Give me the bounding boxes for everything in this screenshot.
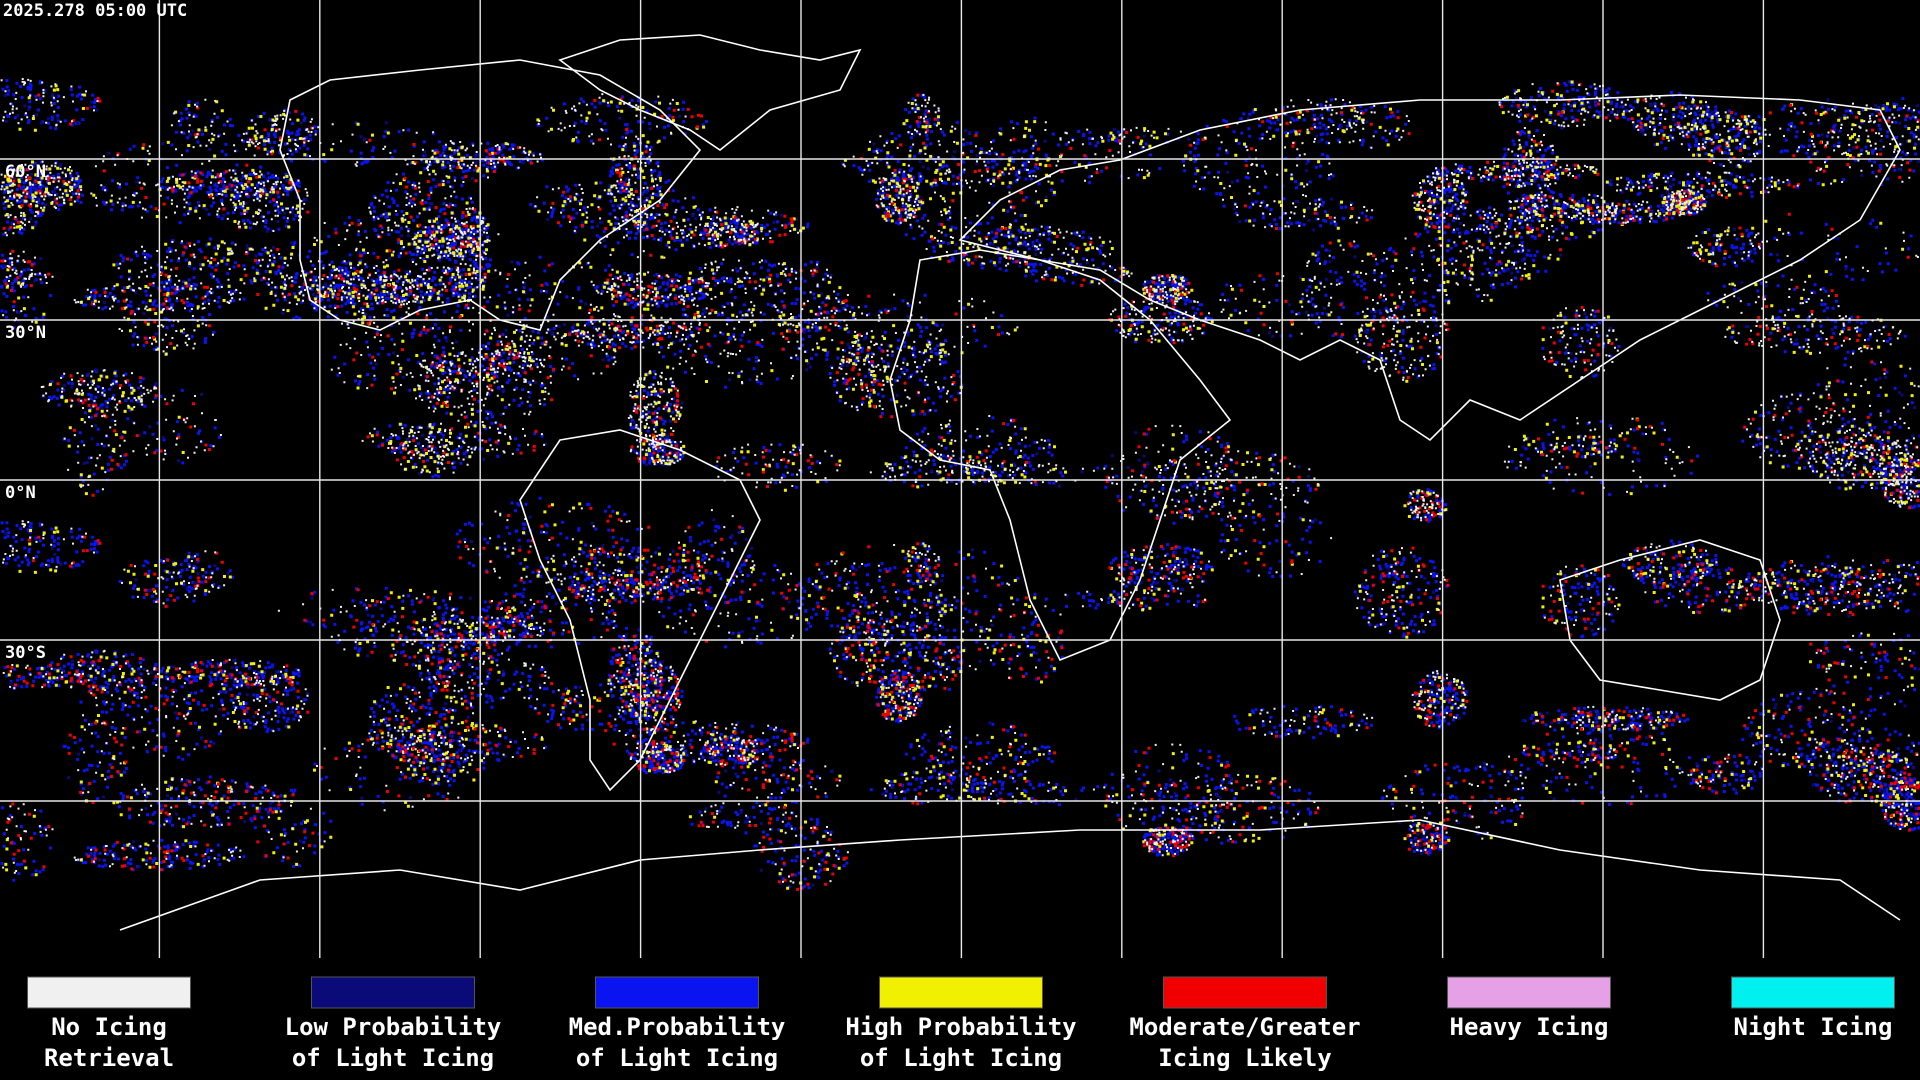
legend-label: Icing Likely <box>1158 1044 1331 1072</box>
latitude-label: 0°N <box>5 483 36 503</box>
legend-label: Retrieval <box>44 1044 174 1072</box>
coastline <box>519 429 761 792</box>
timestamp: 2025.278 05:00 UTC <box>3 1 187 21</box>
legend-swatch <box>27 976 191 1009</box>
legend-swatch <box>595 976 759 1009</box>
coastline <box>119 819 1901 931</box>
legend-label: of Light Icing <box>576 1044 778 1072</box>
coastline <box>279 59 702 331</box>
coastline <box>1559 539 1781 701</box>
coastlines <box>119 34 1901 931</box>
legend-swatch <box>311 976 475 1009</box>
graticule <box>0 0 1920 958</box>
latitude-label: 60°N <box>5 162 46 182</box>
legend-label: of Light Icing <box>292 1044 494 1072</box>
coastline <box>889 249 1232 662</box>
legend-swatch <box>1163 976 1327 1009</box>
legend-label: No Icing <box>51 1013 167 1041</box>
latitude-label: 30°S <box>5 643 46 663</box>
legend-label: of Light Icing <box>860 1044 1062 1072</box>
legend-label: Night Icing <box>1734 1013 1893 1041</box>
legend-label: High Probability <box>845 1013 1076 1041</box>
legend-label: Heavy Icing <box>1450 1013 1609 1041</box>
legend-swatch <box>1731 976 1895 1009</box>
legend: No Icing Retrieval Low Probability of Light… <box>27 976 1895 1072</box>
latitude-label: 30°N <box>5 323 46 343</box>
legend-swatch <box>879 976 1043 1009</box>
latitude-labels: 60°N 30°N 0°N 30°S <box>5 162 46 663</box>
legend-label: Moderate/Greater <box>1129 1013 1360 1041</box>
legend-label: Med.Probability <box>569 1013 786 1041</box>
legend-swatch <box>1447 976 1611 1009</box>
legend-label: Low Probability <box>285 1013 502 1041</box>
